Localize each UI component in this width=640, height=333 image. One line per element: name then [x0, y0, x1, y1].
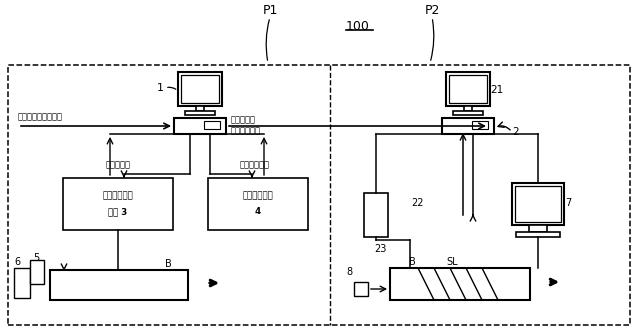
- Bar: [364, 193, 388, 237]
- Bar: [208, 178, 308, 230]
- Text: 2: 2: [513, 127, 519, 137]
- Bar: [181, 75, 219, 103]
- Text: 8: 8: [346, 267, 352, 277]
- Text: 自動切削装置: 自動切削装置: [243, 191, 273, 200]
- Text: P2: P2: [424, 5, 440, 18]
- Text: 切削位置情報: 切削位置情報: [240, 161, 270, 169]
- Bar: [30, 260, 44, 284]
- Bar: [453, 111, 483, 115]
- Bar: [390, 268, 530, 300]
- Text: 装置 3: 装置 3: [108, 207, 127, 216]
- Bar: [50, 270, 188, 300]
- Bar: [529, 225, 547, 232]
- Text: P1: P1: [262, 5, 278, 18]
- Bar: [196, 106, 204, 111]
- Bar: [354, 282, 368, 296]
- Bar: [512, 183, 564, 225]
- Bar: [174, 118, 226, 134]
- Text: 切削位置情報: 切削位置情報: [231, 127, 261, 136]
- Bar: [14, 268, 30, 298]
- Text: 23: 23: [374, 244, 386, 254]
- Bar: [204, 121, 220, 129]
- Text: 7: 7: [565, 198, 571, 208]
- Bar: [464, 106, 472, 111]
- Bar: [449, 75, 487, 103]
- Bar: [178, 72, 222, 106]
- Text: SL: SL: [446, 257, 458, 267]
- Bar: [63, 178, 173, 230]
- Text: 自動磁粉探傷: 自動磁粉探傷: [102, 191, 133, 200]
- Text: 100: 100: [346, 20, 370, 33]
- Bar: [442, 118, 494, 134]
- Text: B: B: [164, 259, 172, 269]
- Text: 識別子・検査面情報: 識別子・検査面情報: [18, 113, 63, 122]
- Text: 6: 6: [14, 257, 20, 267]
- Bar: [185, 111, 215, 115]
- Text: 22: 22: [412, 198, 424, 208]
- Text: 21: 21: [490, 85, 504, 95]
- Bar: [472, 121, 488, 129]
- Text: 5: 5: [33, 253, 39, 263]
- Text: 表面疵情報: 表面疵情報: [106, 161, 131, 169]
- Text: 4: 4: [255, 207, 261, 216]
- Bar: [446, 72, 490, 106]
- Bar: [516, 232, 560, 237]
- Text: B: B: [408, 257, 415, 267]
- Bar: [8, 65, 630, 325]
- Bar: [515, 186, 561, 222]
- Text: 表面疵情報: 表面疵情報: [231, 116, 256, 125]
- Text: 1: 1: [157, 83, 163, 93]
